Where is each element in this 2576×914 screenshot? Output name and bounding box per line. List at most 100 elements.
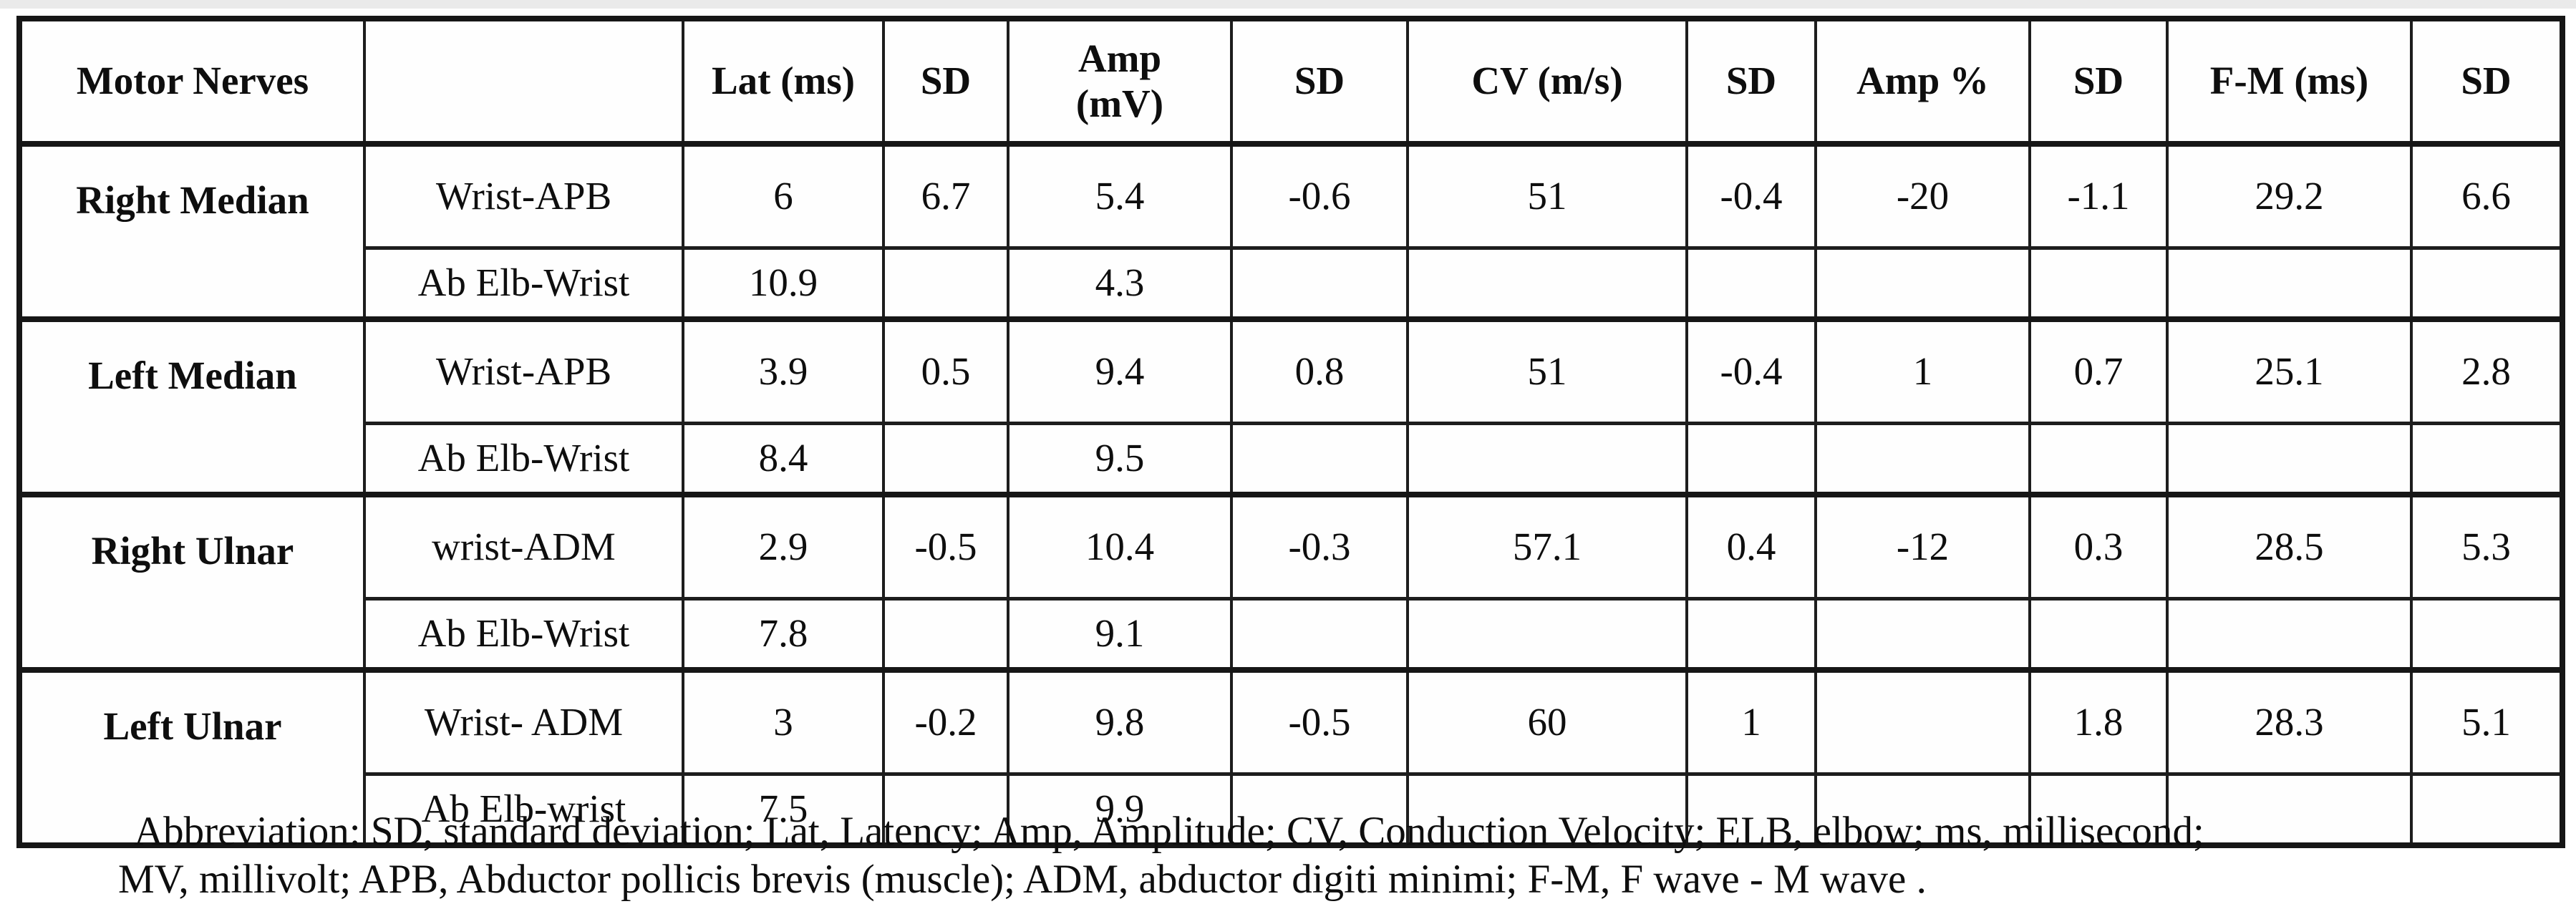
value-cell: -0.5 bbox=[882, 492, 1009, 600]
value-cell bbox=[2410, 421, 2564, 496]
value-cell: -0.3 bbox=[1230, 492, 1409, 600]
value-cell: 9.4 bbox=[1007, 316, 1233, 424]
value-cell bbox=[1685, 772, 1817, 847]
value-cell: 5.4 bbox=[1007, 141, 1233, 249]
table-row: Ab Elb-Wrist 10.9 4.3 bbox=[19, 245, 2564, 321]
value-cell bbox=[1230, 596, 1409, 671]
table-row: Ab Elb-wrist 7.5 9.9 bbox=[19, 772, 2564, 847]
table-row: Left Median Wrist-APB 3.9 0.5 9.4 0.8 51… bbox=[18, 316, 2564, 496]
nerve-name-cell: Right Median bbox=[18, 141, 366, 321]
col-header-sd-3: SD bbox=[1685, 17, 1817, 147]
value-cell: 0.3 bbox=[2028, 492, 2169, 600]
col-header-sd-1: SD bbox=[882, 17, 1009, 147]
segment-cell: Wrist-APB bbox=[363, 141, 684, 249]
value-cell: 28.5 bbox=[2166, 492, 2413, 600]
segment-cell: Ab Elb-wrist bbox=[363, 772, 684, 847]
value-cell: 60 bbox=[1406, 667, 1688, 775]
value-cell: 4.3 bbox=[1007, 245, 1233, 321]
value-cell bbox=[882, 245, 1009, 321]
value-cell bbox=[2166, 772, 2413, 847]
value-cell bbox=[2028, 596, 2169, 671]
segment-cell: Ab Elb-Wrist bbox=[363, 245, 684, 321]
value-cell: 9.9 bbox=[1007, 772, 1233, 847]
value-cell: 5.3 bbox=[2410, 492, 2564, 600]
segment-cell: Ab Elb-Wrist bbox=[363, 421, 684, 496]
value-cell: 1 bbox=[1814, 316, 2031, 424]
value-cell: 0.8 bbox=[1230, 316, 1409, 424]
value-cell bbox=[1814, 245, 2031, 321]
nerve-name-cell: Left Median bbox=[18, 316, 366, 496]
header-row: Motor Nerves Lat (ms) SD Amp (mV) SD CV … bbox=[18, 17, 2564, 147]
value-cell: 7.8 bbox=[682, 596, 885, 671]
value-cell bbox=[1230, 421, 1409, 496]
value-cell bbox=[1685, 596, 1817, 671]
value-cell: 0.5 bbox=[882, 316, 1009, 424]
value-cell: -0.5 bbox=[1230, 667, 1409, 775]
table-row: Ab Elb-Wrist 8.4 9.5 bbox=[19, 421, 2564, 496]
footnote-line: Abbreviation: SD, standard deviation; La… bbox=[134, 809, 2204, 854]
value-cell: -12 bbox=[1814, 492, 2031, 600]
value-cell: 3.9 bbox=[682, 316, 885, 424]
value-cell bbox=[1814, 772, 2031, 847]
col-header-fm: F-M (ms) bbox=[2166, 17, 2413, 147]
scan-edge-artifact bbox=[0, 0, 2576, 9]
value-cell bbox=[1814, 596, 2031, 671]
value-cell bbox=[1406, 245, 1688, 321]
value-cell bbox=[1685, 421, 1817, 496]
col-header-motor-nerves: Motor Nerves bbox=[18, 17, 366, 147]
value-cell bbox=[2166, 245, 2413, 321]
footnote-line: MV, millivolt; APB, Abductor pollicis br… bbox=[118, 857, 1927, 903]
col-header-sd-4: SD bbox=[2028, 17, 2169, 147]
value-cell: 51 bbox=[1406, 141, 1688, 249]
value-cell bbox=[882, 421, 1009, 496]
value-cell bbox=[2410, 772, 2564, 847]
segment-cell: Wrist- ADM bbox=[363, 667, 684, 775]
segment-cell: wrist-ADM bbox=[363, 492, 684, 600]
value-cell bbox=[882, 772, 1009, 847]
table-row: Right Median Wrist-APB 6 6.7 5.4 -0.6 51… bbox=[18, 141, 2564, 321]
value-cell bbox=[2028, 245, 2169, 321]
value-cell bbox=[1406, 421, 1688, 496]
value-cell: 10.9 bbox=[682, 245, 885, 321]
value-cell: 3 bbox=[682, 667, 885, 775]
value-cell: -1.1 bbox=[2028, 141, 2169, 249]
value-cell: 5.1 bbox=[2410, 667, 2564, 775]
value-cell: 2.9 bbox=[682, 492, 885, 600]
value-cell: 1 bbox=[1685, 667, 1817, 775]
value-cell: 9.1 bbox=[1007, 596, 1233, 671]
value-cell: 1.8 bbox=[2028, 667, 2169, 775]
value-cell: -20 bbox=[1814, 141, 2031, 249]
col-header-cv: CV (m/s) bbox=[1406, 17, 1688, 147]
value-cell bbox=[2410, 596, 2564, 671]
value-cell bbox=[2410, 245, 2564, 321]
value-cell: 9.8 bbox=[1007, 667, 1233, 775]
table-header: Motor Nerves Lat (ms) SD Amp (mV) SD CV … bbox=[18, 17, 2564, 147]
value-cell: 6.7 bbox=[882, 141, 1009, 249]
value-cell bbox=[1406, 772, 1688, 847]
value-cell bbox=[882, 596, 1009, 671]
nerve-name-cell: Right Ulnar bbox=[18, 492, 366, 671]
value-cell bbox=[2166, 596, 2413, 671]
segment-cell: Wrist-APB bbox=[363, 316, 684, 424]
value-cell: 6 bbox=[682, 141, 885, 249]
col-header-amp-pct: Amp % bbox=[1814, 17, 2031, 147]
value-cell bbox=[1230, 245, 1409, 321]
value-cell bbox=[2028, 421, 2169, 496]
value-cell: -0.4 bbox=[1685, 141, 1817, 249]
value-cell: 28.3 bbox=[2166, 667, 2413, 775]
value-cell bbox=[2166, 421, 2413, 496]
col-header-lat: Lat (ms) bbox=[682, 17, 885, 147]
value-cell: 29.2 bbox=[2166, 141, 2413, 249]
value-cell: 0.7 bbox=[2028, 316, 2169, 424]
value-cell: -0.4 bbox=[1685, 316, 1817, 424]
value-cell bbox=[1406, 596, 1688, 671]
col-header-sd-2: SD bbox=[1230, 17, 1409, 147]
value-cell bbox=[1814, 667, 2031, 775]
value-cell: 6.6 bbox=[2410, 141, 2564, 249]
motor-nerves-table: Motor Nerves Lat (ms) SD Amp (mV) SD CV … bbox=[16, 16, 2565, 848]
value-cell: 57.1 bbox=[1406, 492, 1688, 600]
value-cell: -0.2 bbox=[882, 667, 1009, 775]
segment-cell: Ab Elb-Wrist bbox=[363, 596, 684, 671]
abbreviation-footnote: Abbreviation: SD, standard deviation; La… bbox=[118, 807, 2538, 904]
value-cell: 25.1 bbox=[2166, 316, 2413, 424]
